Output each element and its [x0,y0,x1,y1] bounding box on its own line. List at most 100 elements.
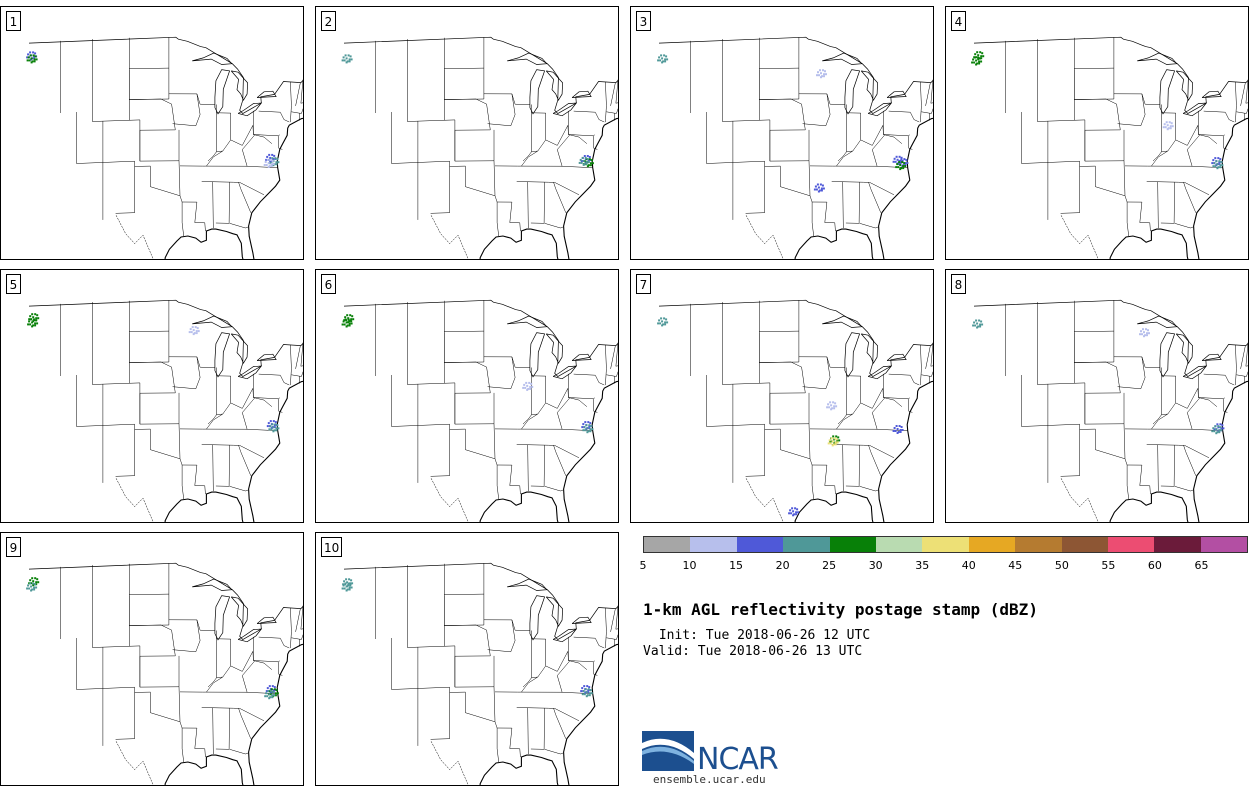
reflectivity-echo [272,689,275,692]
state-boundary [544,223,564,229]
state-boundary [557,134,571,167]
reflectivity-echo [266,159,269,161]
state-boundary [545,125,569,146]
state-boundary [212,444,214,492]
reflectivity-echo [34,583,37,586]
reflectivity-colorbar [643,536,1248,553]
reflectivity-echo [896,158,899,161]
reflectivity-echo [893,157,896,160]
state-boundary [521,676,538,693]
colorbar-tick-label: 10 [682,559,697,572]
reflectivity-echo [32,580,35,583]
reflectivity-echo [29,51,32,54]
reflectivity-echo [834,402,837,405]
member-number-label: 7 [636,274,651,294]
reflectivity-echo [899,159,902,162]
state-boundary [238,445,252,476]
state-boundary [516,181,580,196]
reflectivity-echo [796,508,799,511]
reflectivity-echo [590,425,593,428]
great-lake-outline [545,333,563,364]
coastline [479,643,618,785]
reflectivity-echo [32,324,35,327]
reflectivity-echo [980,320,983,323]
colorbar-tick-label: 25 [822,559,837,572]
colorbar-tick-label: 35 [915,559,930,572]
state-boundary [522,630,532,688]
state-boundary [407,565,495,688]
reflectivity-echo [823,73,825,76]
reflectivity-echo [824,70,826,73]
coastline [1109,380,1248,522]
reflectivity-echo [1221,424,1224,427]
state-boundary [868,182,882,213]
reflectivity-echo [587,691,590,694]
great-lake-outline [571,616,592,624]
reflectivity-echo [978,319,981,322]
reflectivity-echo [979,57,982,60]
reflectivity-echo [347,321,350,324]
canada-border [973,36,1248,114]
state-boundary [1240,82,1246,106]
state-boundary [592,661,598,676]
state-boundary [573,636,605,649]
coastline [794,117,933,259]
great-lake-outline [1137,315,1178,328]
state-boundary [295,608,301,632]
state-boundary [444,593,484,595]
state-boundary [1175,125,1199,146]
reflectivity-echo [981,323,984,326]
reflectivity-echo [1165,121,1168,124]
state-boundary [201,181,265,196]
great-lake-outline [192,52,233,65]
reflectivity-echo [268,693,271,696]
reflectivity-echo [274,157,277,160]
reflectivity-echo [831,444,834,447]
reflectivity-echo [271,685,274,688]
state-boundary [179,428,278,431]
state-boundary [521,413,538,430]
reflectivity-echo [197,330,200,333]
reflectivity-echo [895,425,898,427]
reflectivity-echo [347,582,350,585]
map-canvas [971,36,1248,259]
state-boundary [92,302,180,425]
great-lake-outline [256,90,277,98]
reflectivity-echo [34,324,37,327]
state-boundary [553,708,567,739]
reflectivity-echo [658,319,661,322]
state-boundary [1175,388,1199,409]
canada-border [343,299,618,377]
state-boundary [836,150,853,167]
state-boundary [129,361,176,394]
reflectivity-echo [267,162,270,164]
reflectivity-echo [1143,335,1145,338]
reflectivity-echo [1211,162,1214,165]
reflectivity-echo [1169,127,1172,130]
reflectivity-echo [191,326,194,329]
reflectivity-echo [36,322,39,325]
reflectivity-echo [526,388,529,391]
reflectivity-echo [271,153,274,156]
reflectivity-echo [350,58,353,61]
reflectivity-echo [273,686,276,689]
reflectivity-echo [31,325,34,328]
colorbar-segment [736,537,784,552]
state-boundary [229,486,249,492]
reflectivity-echo [348,60,351,63]
reflectivity-echo [662,323,665,326]
mexico-border [430,741,469,785]
reflectivity-echo [899,431,902,433]
state-boundary [527,181,529,229]
state-boundary [921,371,933,377]
reflectivity-echo [661,324,664,327]
state-boundary [802,356,831,390]
reflectivity-echo [343,59,346,62]
state-boundary [836,413,853,430]
reflectivity-echo [1215,164,1218,167]
reflectivity-echo [272,420,275,423]
map-canvas [657,299,933,522]
state-boundary [1021,112,1080,214]
reflectivity-echo [270,165,273,167]
state-boundary [605,607,607,649]
